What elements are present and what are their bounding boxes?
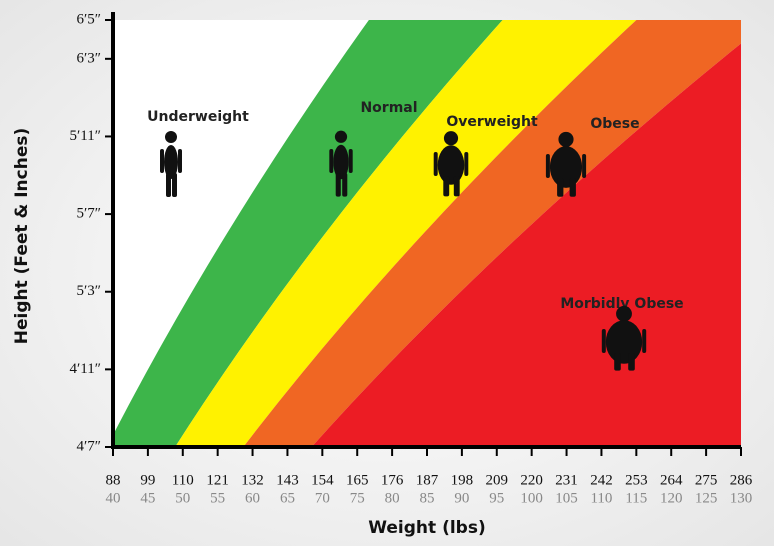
x-tick-label: 209	[486, 472, 509, 488]
icon-leg	[342, 173, 348, 197]
zone-label: Underweight	[147, 109, 249, 125]
x-tick-label-kg: 45	[140, 490, 155, 506]
x-tick-label-kg: 40	[106, 490, 121, 506]
icon-leg	[335, 173, 341, 197]
zone-label: Obese	[590, 116, 639, 132]
icon-head	[334, 130, 348, 143]
x-tick-label: 264	[660, 472, 683, 488]
zone	[243, 20, 741, 447]
x-tick-label: 253	[625, 472, 648, 488]
x-tick-label-kg: 60	[245, 490, 260, 506]
icon-body	[549, 146, 583, 188]
icon-leg	[569, 178, 576, 197]
y-tick-label: 4′7″	[76, 438, 101, 454]
zone-label: Morbidly Obese	[560, 296, 683, 312]
x-tick-label: 286	[730, 472, 753, 488]
icon-leg	[628, 353, 635, 371]
person-icon	[329, 130, 353, 197]
zone-label: Normal	[360, 100, 417, 116]
x-tick-label: 242	[590, 472, 613, 488]
y-tick-label: 5′11″	[70, 128, 101, 144]
y-tick-label: 5′3″	[76, 283, 101, 299]
x-tick-label-kg: 75	[350, 490, 365, 506]
icon-head	[558, 131, 574, 147]
x-tick-label-kg: 55	[210, 490, 225, 506]
x-tick-label-kg: 115	[625, 490, 647, 506]
y-tick-label: 6′3″	[76, 50, 101, 66]
icon-arm	[160, 149, 164, 173]
overlay: 4′7″ 4′11″ 5′3″ 5′7″ 5′11″ 6′3″ 6′5″ 88 40 99 45 11…	[70, 11, 753, 506]
x-tick-label-kg: 70	[315, 490, 330, 506]
x-tick-label: 275	[695, 472, 718, 488]
x-tick-label: 187	[416, 472, 439, 488]
icon-head	[165, 131, 177, 143]
x-tick-label: 99	[140, 472, 155, 488]
zone	[113, 20, 369, 436]
x-tick-label-kg: 65	[280, 490, 295, 506]
icon-leg	[614, 353, 621, 371]
icon-body	[164, 145, 178, 179]
icon-head	[443, 131, 459, 146]
icon-arm	[464, 152, 469, 176]
x-tick-label: 220	[520, 472, 543, 488]
x-tick-label: 110	[172, 472, 194, 488]
x-tick-label: 198	[451, 472, 474, 488]
icon-body	[605, 320, 643, 364]
icon-arm	[348, 149, 353, 173]
x-tick-label-kg: 50	[175, 490, 190, 506]
x-tick-label: 176	[381, 472, 404, 488]
y-tick-label: 4′11″	[70, 361, 101, 377]
x-tick-label: 88	[106, 472, 121, 488]
icon-head	[616, 305, 632, 322]
x-tick-label-kg: 80	[385, 490, 400, 506]
icon-arm	[582, 154, 587, 178]
icon-arm	[545, 154, 550, 178]
icon-body	[333, 144, 349, 180]
x-tick-label: 231	[555, 472, 578, 488]
x-tick-label-kg: 110	[590, 490, 612, 506]
x-tick-label: 132	[241, 472, 264, 488]
zones	[113, 20, 741, 447]
x-tick-label-kg: 120	[660, 490, 683, 506]
x-tick-label-kg: 90	[454, 490, 469, 506]
y-tick-label: 6′5″	[76, 11, 101, 27]
x-tick-label-kg: 85	[420, 490, 435, 506]
icon-leg	[453, 176, 460, 197]
x-tick-label: 143	[276, 472, 299, 488]
zone	[113, 20, 503, 447]
x-axis-title: Weight (lbs)	[368, 518, 485, 538]
y-axis-title: Height (Feet & Inches)	[12, 128, 32, 344]
x-tick-label: 165	[346, 472, 369, 488]
x-tick-label-kg: 100	[520, 490, 543, 506]
icon-leg	[557, 178, 564, 197]
x-tick-label-kg: 105	[555, 490, 578, 506]
x-tick-label: 154	[311, 472, 334, 488]
icon-arm	[433, 152, 438, 176]
person-icon	[545, 131, 587, 197]
zone	[175, 20, 637, 447]
x-tick-label: 121	[206, 472, 229, 488]
person-icon	[601, 305, 647, 371]
icon-arm	[601, 329, 606, 353]
person-icon	[160, 131, 182, 197]
icon-leg	[172, 173, 177, 197]
icon-leg	[166, 173, 171, 197]
icon-body	[437, 145, 465, 185]
y-tick-label: 5′7″	[76, 206, 101, 222]
x-tick-label-kg: 95	[489, 490, 504, 506]
x-tick-label-kg: 125	[695, 490, 718, 506]
icon-arm	[642, 329, 647, 353]
icon-arm	[329, 149, 334, 173]
x-tick-label-kg: 130	[730, 490, 753, 506]
zone-label: Overweight	[446, 114, 538, 130]
person-icon	[433, 131, 469, 197]
icon-leg	[443, 176, 450, 197]
icon-arm	[178, 149, 182, 173]
